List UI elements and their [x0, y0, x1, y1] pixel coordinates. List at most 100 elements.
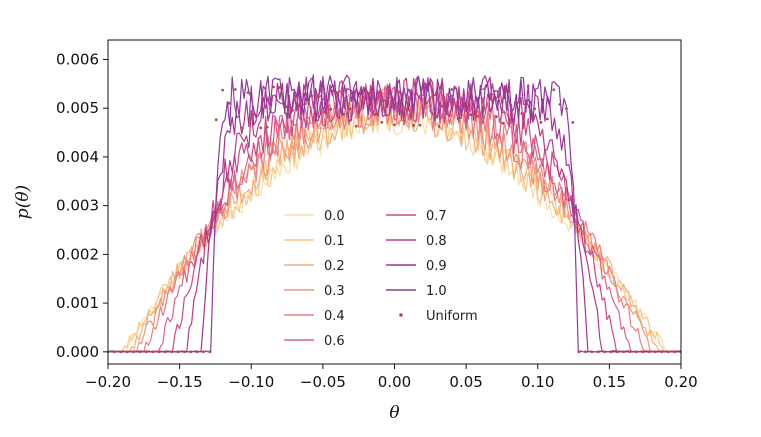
- uniform-point: [405, 108, 409, 112]
- legend-item: 0.1: [284, 234, 345, 249]
- legend-item: 0.7: [386, 209, 447, 224]
- x-tick-label: −0.15: [157, 373, 203, 391]
- y-tick-label: 0.003: [56, 197, 99, 215]
- series-line-0-1: [108, 97, 681, 353]
- uniform-point: [119, 350, 123, 354]
- uniform-point: [342, 112, 345, 116]
- y-tick-label: 0.001: [56, 294, 99, 312]
- legend-item: 0.2: [284, 259, 345, 274]
- uniform-point: [475, 115, 479, 118]
- uniform-point: [463, 102, 466, 106]
- uniform-point: [666, 350, 670, 354]
- uniform-point: [437, 125, 441, 128]
- uniform-point: [246, 91, 250, 94]
- uniform-point: [482, 106, 485, 110]
- legend-item: 0.8: [386, 234, 447, 249]
- uniform-point: [291, 108, 294, 112]
- uniform-point: [329, 107, 333, 111]
- legend-item: 0.6: [284, 334, 345, 349]
- legend-swatch: [399, 313, 403, 317]
- uniform-point: [526, 85, 530, 88]
- uniform-point: [647, 350, 651, 354]
- uniform-point: [622, 350, 626, 354]
- uniform-point: [673, 350, 676, 354]
- uniform-point: [170, 350, 174, 354]
- uniform-point: [189, 350, 193, 354]
- x-tick-label: 0.05: [449, 373, 482, 391]
- legend-label: 0.4: [324, 309, 345, 324]
- uniform-point: [539, 120, 543, 124]
- legend-item: 0.9: [386, 259, 447, 274]
- uniform-point: [501, 121, 505, 125]
- legend-label: 0.1: [324, 234, 345, 249]
- uniform-point: [514, 101, 517, 105]
- uniform-point: [450, 88, 454, 91]
- legend-label: 0.3: [324, 284, 345, 299]
- uniform-point: [310, 94, 314, 98]
- uniform-point: [424, 101, 428, 105]
- uniform-point: [323, 110, 326, 114]
- uniform-point: [456, 117, 460, 120]
- x-tick-label: −0.10: [228, 373, 274, 391]
- uniform-point: [590, 350, 594, 354]
- uniform-point: [596, 350, 600, 354]
- x-tick-label: 0.15: [593, 373, 626, 391]
- series-line-0-6: [108, 83, 681, 353]
- uniform-point: [577, 350, 581, 354]
- uniform-point: [380, 120, 384, 124]
- uniform-point: [195, 350, 199, 354]
- legend-label: 0.6: [324, 334, 345, 349]
- legend: 0.0 0.1 0.2 0.3 0.4 0.6 0.7 0.8 0.9 1.0 Uniform: [284, 209, 478, 349]
- uniform-point: [259, 126, 263, 130]
- series-line-0-9: [108, 74, 681, 353]
- uniform-point: [609, 350, 613, 354]
- uniform-point: [412, 124, 415, 127]
- uniform-point: [545, 117, 549, 121]
- uniform-point: [272, 85, 275, 89]
- uniform-point: [558, 103, 562, 106]
- uniform-point: [208, 350, 212, 354]
- legend-label: 1.0: [426, 284, 447, 299]
- uniform-point: [278, 86, 282, 89]
- uniform-point: [221, 88, 225, 92]
- uniform-point: [297, 104, 301, 108]
- x-axis-label: θ: [389, 403, 399, 423]
- uniform-point: [138, 350, 142, 354]
- uniform-point: [151, 350, 155, 354]
- uniform-point: [469, 113, 473, 117]
- uniform-point: [488, 97, 492, 101]
- y-tick-label: 0.006: [56, 50, 99, 68]
- x-tick-label: 0.10: [521, 373, 554, 391]
- uniform-point: [520, 112, 524, 115]
- uniform-point: [660, 350, 664, 354]
- uniform-point: [361, 95, 365, 99]
- x-tick-label: −0.20: [85, 373, 131, 391]
- uniform-point: [253, 112, 256, 116]
- series-line-0-7: [108, 81, 681, 353]
- uniform-point: [157, 350, 161, 354]
- uniform-point: [603, 350, 606, 354]
- uniform-point: [304, 102, 307, 105]
- uniform-point: [628, 350, 632, 354]
- uniform-point: [431, 94, 435, 98]
- uniform-point: [393, 123, 396, 127]
- y-tick-label: 0.002: [56, 245, 99, 263]
- uniform-point: [176, 350, 180, 354]
- legend-label: Uniform: [426, 309, 478, 324]
- uniform-point: [507, 90, 511, 94]
- uniform-point: [584, 350, 587, 354]
- legend-item: 0.0: [284, 209, 345, 224]
- x-tick-label: 0.00: [378, 373, 411, 391]
- y-tick-label: 0.005: [56, 99, 99, 117]
- uniform-point: [367, 92, 371, 95]
- uniform-point: [335, 91, 339, 95]
- series-line-0-3: [108, 88, 681, 353]
- uniform-point: [571, 121, 575, 124]
- uniform-point: [444, 102, 447, 105]
- uniform-point: [113, 350, 116, 354]
- legend-item: 0.3: [284, 284, 345, 299]
- plot-area: [108, 74, 681, 354]
- uniform-point: [284, 105, 288, 109]
